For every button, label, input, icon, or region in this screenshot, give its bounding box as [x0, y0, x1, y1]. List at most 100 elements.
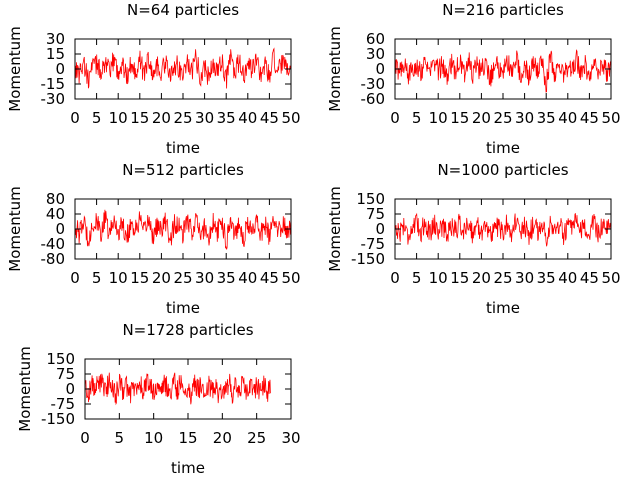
xtick-label: 0 [80, 429, 90, 447]
subplot-title: N=216 particles [442, 1, 564, 19]
series-line [394, 49, 612, 93]
xtick-label: 30 [195, 269, 214, 287]
xtick-label: 0 [70, 109, 80, 127]
xtick-label: 30 [195, 109, 214, 127]
subplot-title: N=1728 particles [122, 321, 253, 339]
ytick-label: 15 [46, 45, 65, 63]
xtick-label: 25 [247, 429, 266, 447]
xtick-label: 30 [515, 109, 534, 127]
xtick-label: 15 [178, 429, 197, 447]
xtick-label: 30 [515, 269, 534, 287]
ytick-label: 0 [55, 220, 65, 238]
series-line [74, 47, 292, 89]
xtick-label: 0 [390, 109, 400, 127]
xtick-label: 25 [173, 269, 192, 287]
y-axis-label: Momentum [6, 26, 24, 111]
ytick-label: 0 [65, 380, 75, 398]
subplot-title: N=1000 particles [437, 161, 568, 179]
ytick-label: -150 [351, 250, 385, 268]
xtick-label: 35 [537, 269, 556, 287]
xtick-label: 40 [558, 109, 577, 127]
x-axis-label: time [171, 459, 205, 477]
subplot-title: N=64 particles [127, 1, 239, 19]
plot-frame [394, 198, 612, 260]
xtick-label: 45 [580, 269, 599, 287]
ytick-label: -75 [361, 235, 386, 253]
subplot-title: N=512 particles [122, 161, 244, 179]
ytick-label: -80 [41, 250, 66, 268]
ytick-label: 30 [46, 30, 65, 48]
ytick-label: -75 [51, 395, 76, 413]
series-line [394, 212, 612, 247]
xtick-label: 10 [109, 269, 128, 287]
x-axis-label: time [486, 299, 520, 317]
ytick-label: 75 [366, 205, 385, 223]
xtick-label: 20 [213, 429, 232, 447]
xtick-label: 10 [144, 429, 163, 447]
xtick-label: 10 [429, 269, 448, 287]
xtick-label: 20 [472, 109, 491, 127]
ytick-label: 0 [375, 220, 385, 238]
xtick-label: 5 [115, 429, 125, 447]
xtick-label: 50 [281, 109, 300, 127]
xtick-label: 20 [152, 269, 171, 287]
ytick-label: 150 [356, 190, 385, 208]
ytick-label: 0 [55, 60, 65, 78]
x-axis-label: time [486, 139, 520, 157]
y-axis-label: Momentum [326, 26, 344, 111]
ytick-label: 60 [366, 30, 385, 48]
xtick-label: 35 [217, 109, 236, 127]
xtick-label: 5 [412, 269, 422, 287]
x-axis-label: time [166, 299, 200, 317]
ytick-label: 75 [56, 365, 75, 383]
ytick-label: -30 [361, 75, 386, 93]
xtick-label: 10 [429, 109, 448, 127]
ytick-label: -40 [41, 235, 66, 253]
xtick-label: 40 [238, 269, 257, 287]
ytick-label: -60 [361, 90, 386, 108]
xtick-label: 0 [70, 269, 80, 287]
xtick-label: 5 [92, 269, 102, 287]
series-line [84, 372, 271, 406]
xtick-label: 15 [450, 269, 469, 287]
xtick-label: 35 [537, 109, 556, 127]
ytick-label: -30 [41, 90, 66, 108]
xtick-label: 20 [472, 269, 491, 287]
xtick-label: 45 [260, 269, 279, 287]
xtick-label: 30 [281, 429, 300, 447]
xtick-label: 50 [281, 269, 300, 287]
x-axis-label: time [166, 139, 200, 157]
xtick-label: 45 [580, 109, 599, 127]
xtick-label: 50 [601, 269, 620, 287]
xtick-label: 0 [390, 269, 400, 287]
xtick-label: 15 [450, 109, 469, 127]
xtick-label: 25 [493, 109, 512, 127]
xtick-label: 40 [558, 269, 577, 287]
ytick-label: 30 [366, 45, 385, 63]
xtick-label: 45 [260, 109, 279, 127]
xtick-label: 10 [109, 109, 128, 127]
ytick-label: -15 [41, 75, 66, 93]
ytick-label: -150 [41, 410, 75, 428]
xtick-label: 40 [238, 109, 257, 127]
xtick-label: 5 [92, 109, 102, 127]
series-line [74, 209, 292, 250]
xtick-label: 25 [173, 109, 192, 127]
ytick-label: 0 [375, 60, 385, 78]
xtick-label: 50 [601, 109, 620, 127]
ytick-label: 80 [46, 190, 65, 208]
xtick-label: 35 [217, 269, 236, 287]
ytick-label: 150 [46, 350, 75, 368]
xtick-label: 20 [152, 109, 171, 127]
y-axis-label: Momentum [6, 186, 24, 271]
ytick-label: 40 [46, 205, 65, 223]
y-axis-label: Momentum [326, 186, 344, 271]
xtick-label: 15 [130, 269, 149, 287]
y-axis-label: Momentum [16, 346, 34, 431]
